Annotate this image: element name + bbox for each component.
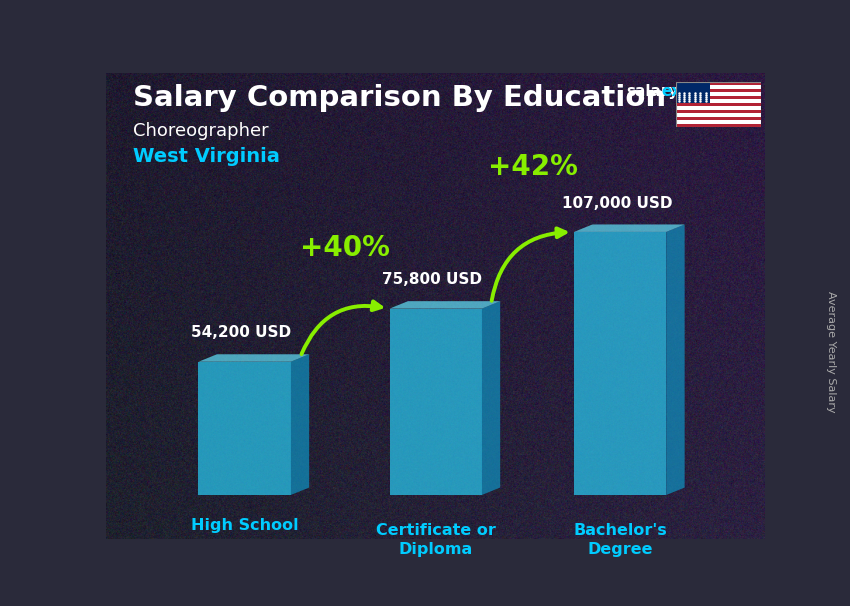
Text: 54,200 USD: 54,200 USD [191,325,292,341]
Bar [676,92,761,96]
Bar [676,117,761,120]
Text: .com: .com [705,84,746,99]
Bar [676,82,710,103]
Text: 75,800 USD: 75,800 USD [382,272,482,287]
Text: explorer: explorer [661,84,734,99]
Text: +42%: +42% [488,153,577,181]
FancyArrowPatch shape [302,301,381,354]
Bar [676,103,761,106]
Text: High School: High School [190,518,298,533]
Text: Choreographer: Choreographer [133,122,269,140]
Bar [676,99,761,103]
Polygon shape [389,308,482,495]
Text: +40%: +40% [300,234,389,262]
Polygon shape [389,301,500,308]
Text: 107,000 USD: 107,000 USD [562,196,672,211]
Bar [676,120,761,124]
Text: Certificate or
Diploma: Certificate or Diploma [376,523,496,556]
FancyArrowPatch shape [491,228,565,301]
Text: salary: salary [626,84,679,99]
Polygon shape [574,224,684,232]
Text: Average Yearly Salary: Average Yearly Salary [826,291,836,412]
Text: West Virginia: West Virginia [133,147,280,167]
Bar [676,82,761,85]
Bar [676,85,761,89]
Polygon shape [198,362,291,495]
Polygon shape [574,232,666,495]
Polygon shape [482,301,500,495]
Polygon shape [291,355,309,495]
Bar [676,96,761,99]
Text: Salary Comparison By Education: Salary Comparison By Education [133,84,666,112]
Bar [676,124,761,127]
Text: Bachelor's
Degree: Bachelor's Degree [573,523,667,556]
Bar [676,110,761,113]
Bar [676,106,761,110]
Bar [676,113,761,117]
Bar [676,89,761,92]
Polygon shape [666,224,684,495]
Polygon shape [198,355,309,362]
